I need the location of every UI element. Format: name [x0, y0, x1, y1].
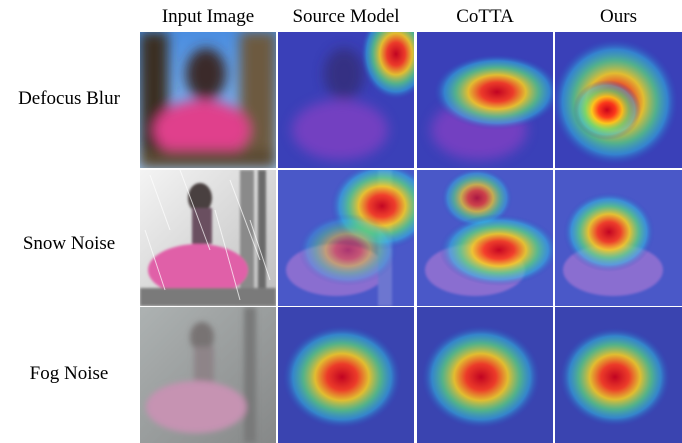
heatmap-defocus-source-model	[278, 32, 414, 168]
image-snow-input	[140, 170, 276, 306]
row-label-fog-noise: Fog Noise	[29, 363, 109, 384]
heatmap-fog-cotta	[417, 307, 553, 443]
heatmap-defocus-ours	[555, 32, 682, 168]
heatmap-snow-ours	[555, 170, 682, 306]
heatmap-fog-source-model	[278, 307, 414, 443]
row-label-snow-noise: Snow Noise	[22, 233, 116, 254]
image-defocus-input	[140, 32, 276, 168]
heatmap-defocus-cotta	[417, 32, 553, 168]
image-fog-input	[140, 307, 276, 443]
column-header-cotta: CoTTA	[456, 6, 514, 27]
column-header-source-model: Source Model	[292, 6, 400, 27]
column-header-ours: Ours	[600, 6, 637, 27]
heatmap-snow-cotta	[417, 170, 553, 306]
heatmap-snow-source-model	[278, 170, 414, 306]
row-label-defocus-blur: Defocus Blur	[18, 88, 120, 109]
heatmap-fog-ours	[555, 307, 682, 443]
column-header-input-image: Input Image	[161, 6, 255, 27]
